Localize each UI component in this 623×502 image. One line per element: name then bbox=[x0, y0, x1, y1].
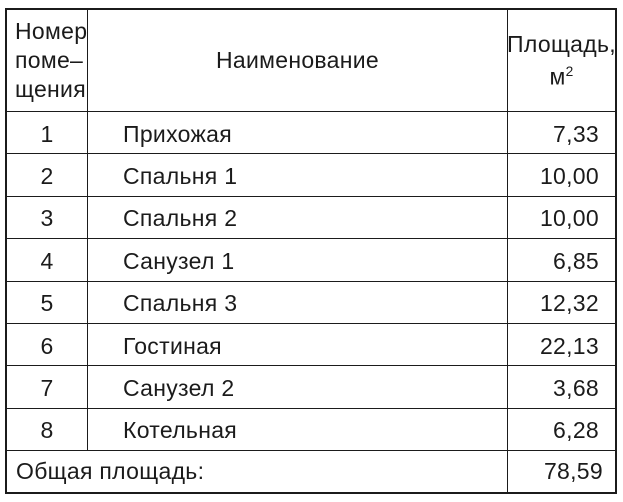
room-area-cell: 22,13 bbox=[508, 324, 615, 367]
room-number-cell: 7 bbox=[7, 366, 88, 409]
room-area-table: Номер поме– щения Наименование Площадь, … bbox=[5, 8, 617, 494]
header-room-number-line1: Номер bbox=[15, 18, 88, 44]
total-area-label: Общая площадь: bbox=[7, 451, 508, 492]
room-area-cell: 6,28 bbox=[508, 409, 615, 451]
header-area-unit-sup: 2 bbox=[565, 63, 574, 79]
room-number-cell: 1 bbox=[7, 112, 88, 155]
header-area-unit-base: м bbox=[549, 63, 566, 90]
room-area-cell: 10,00 bbox=[508, 154, 615, 197]
room-name-cell: Спальня 3 bbox=[88, 281, 508, 324]
header-area: Площадь, м2 bbox=[507, 10, 616, 112]
header-area-line1: Площадь, bbox=[507, 30, 616, 57]
room-area-cell: 6,85 bbox=[508, 239, 615, 282]
header-room-number: Номер поме– щения bbox=[7, 10, 88, 112]
total-area-value: 78,59 bbox=[543, 458, 603, 484]
header-room-number-line2: поме– bbox=[15, 47, 84, 73]
room-name-cell: Санузел 2 bbox=[88, 366, 508, 409]
room-number-cell: 2 bbox=[7, 154, 88, 197]
header-room-number-lines: Номер поме– щения bbox=[15, 17, 87, 104]
header-area-unit: м2 bbox=[549, 58, 573, 91]
room-name-cell: Гостиная bbox=[88, 323, 508, 367]
room-name-cell: Котельная bbox=[88, 408, 508, 451]
room-area-cell: 3,68 bbox=[508, 366, 615, 409]
room-number-cell: 5 bbox=[7, 281, 88, 324]
room-name-cell: Спальня 2 bbox=[88, 196, 508, 240]
room-area-cell: 12,32 bbox=[508, 282, 615, 324]
room-name-cell: Спальня 1 bbox=[88, 154, 508, 197]
room-number-cell: 8 bbox=[7, 408, 88, 451]
room-number-cell: 6 bbox=[7, 323, 88, 367]
room-number-cell: 4 bbox=[7, 239, 88, 282]
room-name-cell: Санузел 1 bbox=[88, 239, 508, 282]
room-number-cell: 3 bbox=[7, 196, 88, 240]
room-name-cell: Прихожая bbox=[88, 112, 508, 155]
room-area-cell: 7,33 bbox=[508, 112, 615, 155]
header-room-number-line3: щения bbox=[15, 76, 86, 102]
header-room-name: Наименование bbox=[88, 10, 508, 112]
room-area-cell: 10,00 bbox=[508, 197, 615, 240]
